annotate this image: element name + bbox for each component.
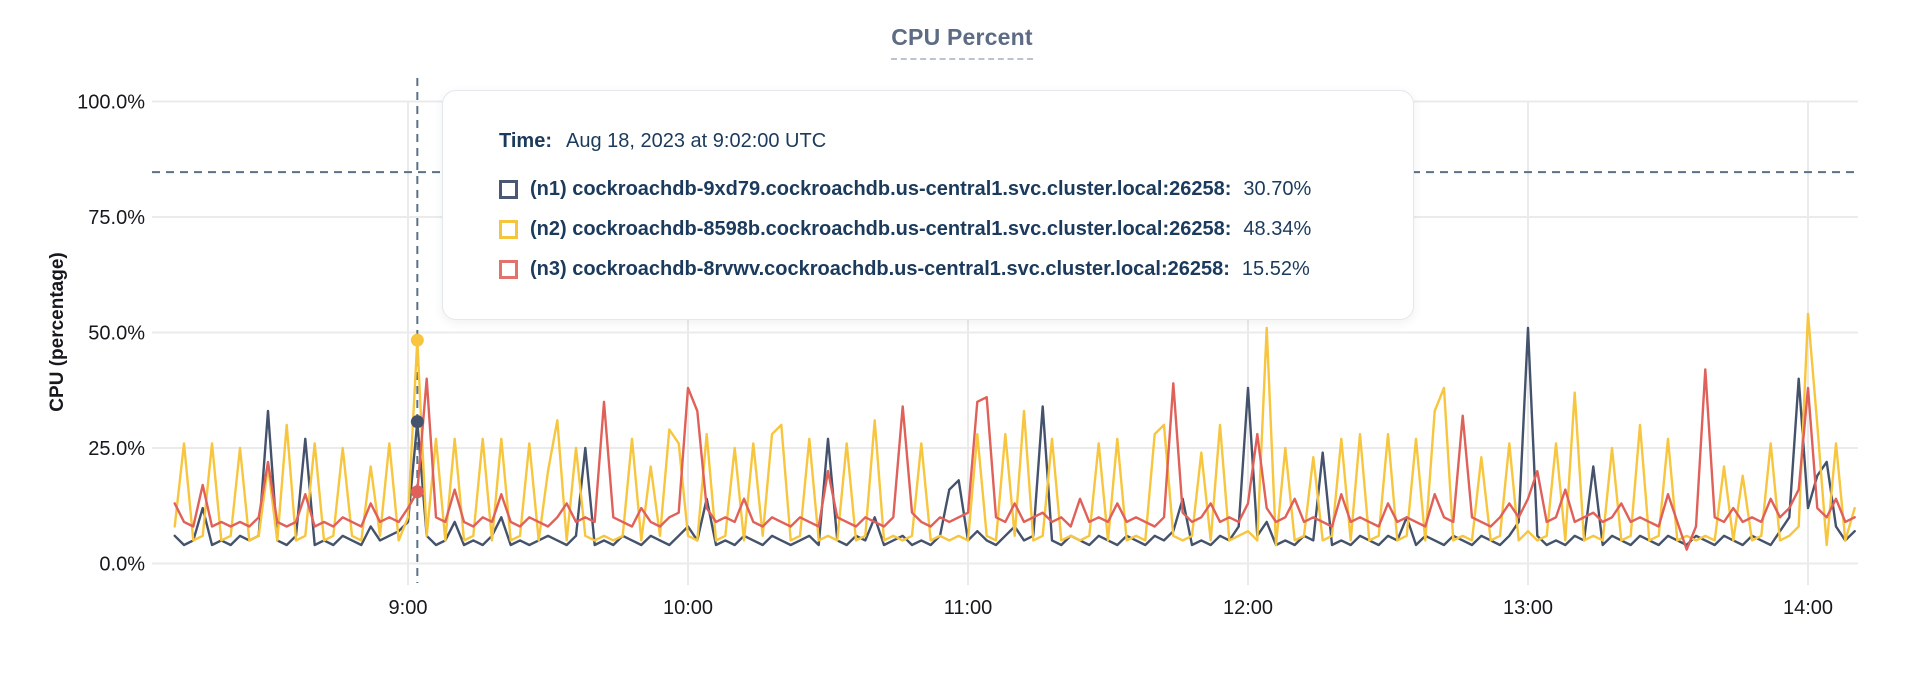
y-tick-label: 50.0% bbox=[88, 323, 145, 345]
y-tick-label: 25.0% bbox=[88, 438, 145, 460]
y-tick-label: 0.0% bbox=[99, 554, 145, 576]
n1-series-name: (n1) cockroachdb-9xd79.cockroachdb.us-ce… bbox=[530, 177, 1232, 200]
y-axis-title: CPU (percentage) bbox=[47, 252, 68, 411]
x-tick-label: 9:00 bbox=[389, 597, 428, 619]
chart-hover-tooltip: Time: Aug 18, 2023 at 9:02:00 UTC (n1) c… bbox=[442, 90, 1414, 320]
hover-dot-n3 bbox=[410, 485, 424, 499]
n2-legend-swatch-icon bbox=[499, 219, 518, 239]
x-tick-label: 14:00 bbox=[1783, 597, 1833, 619]
n3-series-name: (n3) cockroachdb-8rvwv.cockroachdb.us-ce… bbox=[530, 257, 1230, 280]
n2-series-value: 48.34% bbox=[1243, 217, 1312, 240]
x-tick-label: 13:00 bbox=[1503, 597, 1553, 619]
n1-legend-swatch-icon bbox=[499, 179, 518, 199]
hover-dot-n2 bbox=[410, 333, 424, 347]
tooltip-series-row-n1: (n1) cockroachdb-9xd79.cockroachdb.us-ce… bbox=[499, 169, 1383, 209]
y-tick-label: 75.0% bbox=[88, 207, 145, 229]
tooltip-series-row-n2: (n2) cockroachdb-8598b.cockroachdb.us-ce… bbox=[499, 209, 1383, 249]
tooltip-series-row-n3: (n3) cockroachdb-8rvwv.cockroachdb.us-ce… bbox=[499, 249, 1383, 289]
tooltip-time-value: Aug 18, 2023 at 9:02:00 UTC bbox=[565, 129, 827, 152]
tooltip-time-row: Time: Aug 18, 2023 at 9:02:00 UTC bbox=[499, 121, 1383, 161]
x-tick-label: 12:00 bbox=[1223, 597, 1273, 619]
x-tick-label: 11:00 bbox=[944, 597, 993, 619]
n2-series-name: (n2) cockroachdb-8598b.cockroachdb.us-ce… bbox=[530, 217, 1232, 240]
n1-series-value: 30.70% bbox=[1243, 177, 1312, 200]
hover-dot-n1 bbox=[410, 415, 424, 429]
series-line-n3[interactable] bbox=[173, 368, 1856, 551]
y-tick-label: 100.0% bbox=[77, 92, 145, 114]
series-line-n2[interactable] bbox=[173, 312, 1856, 547]
x-tick-label: 10:00 bbox=[663, 597, 713, 619]
n3-legend-swatch-icon bbox=[499, 259, 518, 279]
tooltip-time-label: Time: bbox=[499, 129, 552, 152]
n3-series-value: 15.52% bbox=[1241, 257, 1310, 280]
